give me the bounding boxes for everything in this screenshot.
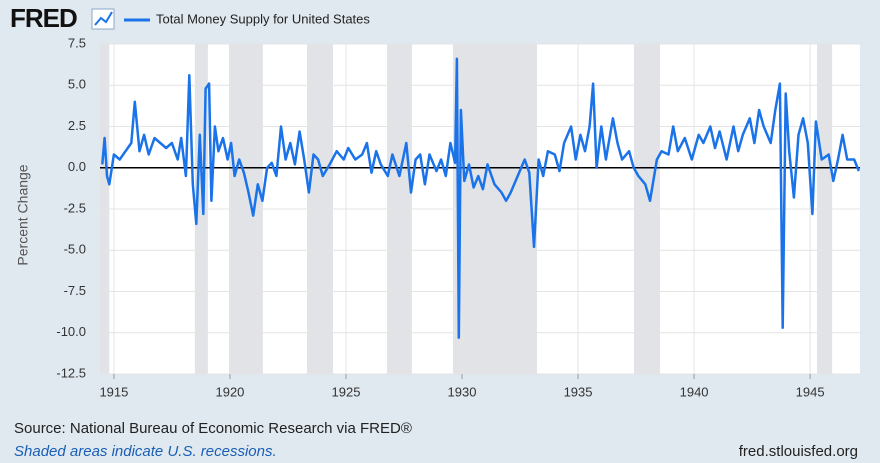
x-tick-label: 1925 [332,384,361,399]
series-line [101,57,860,339]
x-tick-label: 1935 [564,384,593,399]
y-tick-label: -5.0 [64,242,86,257]
y-tick-label: 7.5 [68,35,86,50]
x-tick-label: 1920 [215,384,244,399]
y-tick-label: -12.5 [56,365,86,380]
y-tick-label: 5.0 [68,77,86,92]
logo: FRED [10,3,77,33]
x-tick-label: 1915 [99,384,128,399]
legend-label: Total Money Supply for United States [156,11,370,26]
x-tick-label: 1940 [680,384,709,399]
url: fred.stlouisfed.org [739,443,858,460]
y-tick-label: -10.0 [56,324,86,339]
y-tick-label: 0.0 [68,159,86,174]
x-tick-label: 1930 [448,384,477,399]
y-tick-label: -2.5 [64,200,86,215]
y-tick-label: -7.5 [64,283,86,298]
logo-icon [91,8,115,30]
y-tick-label: 2.5 [68,118,86,133]
x-tick-label: 1945 [796,384,825,399]
note: Shaded areas indicate U.S. recessions. [14,443,277,460]
y-axis-label: Percent Change [15,164,31,265]
source: Source: National Bureau of Economic Rese… [14,420,412,437]
